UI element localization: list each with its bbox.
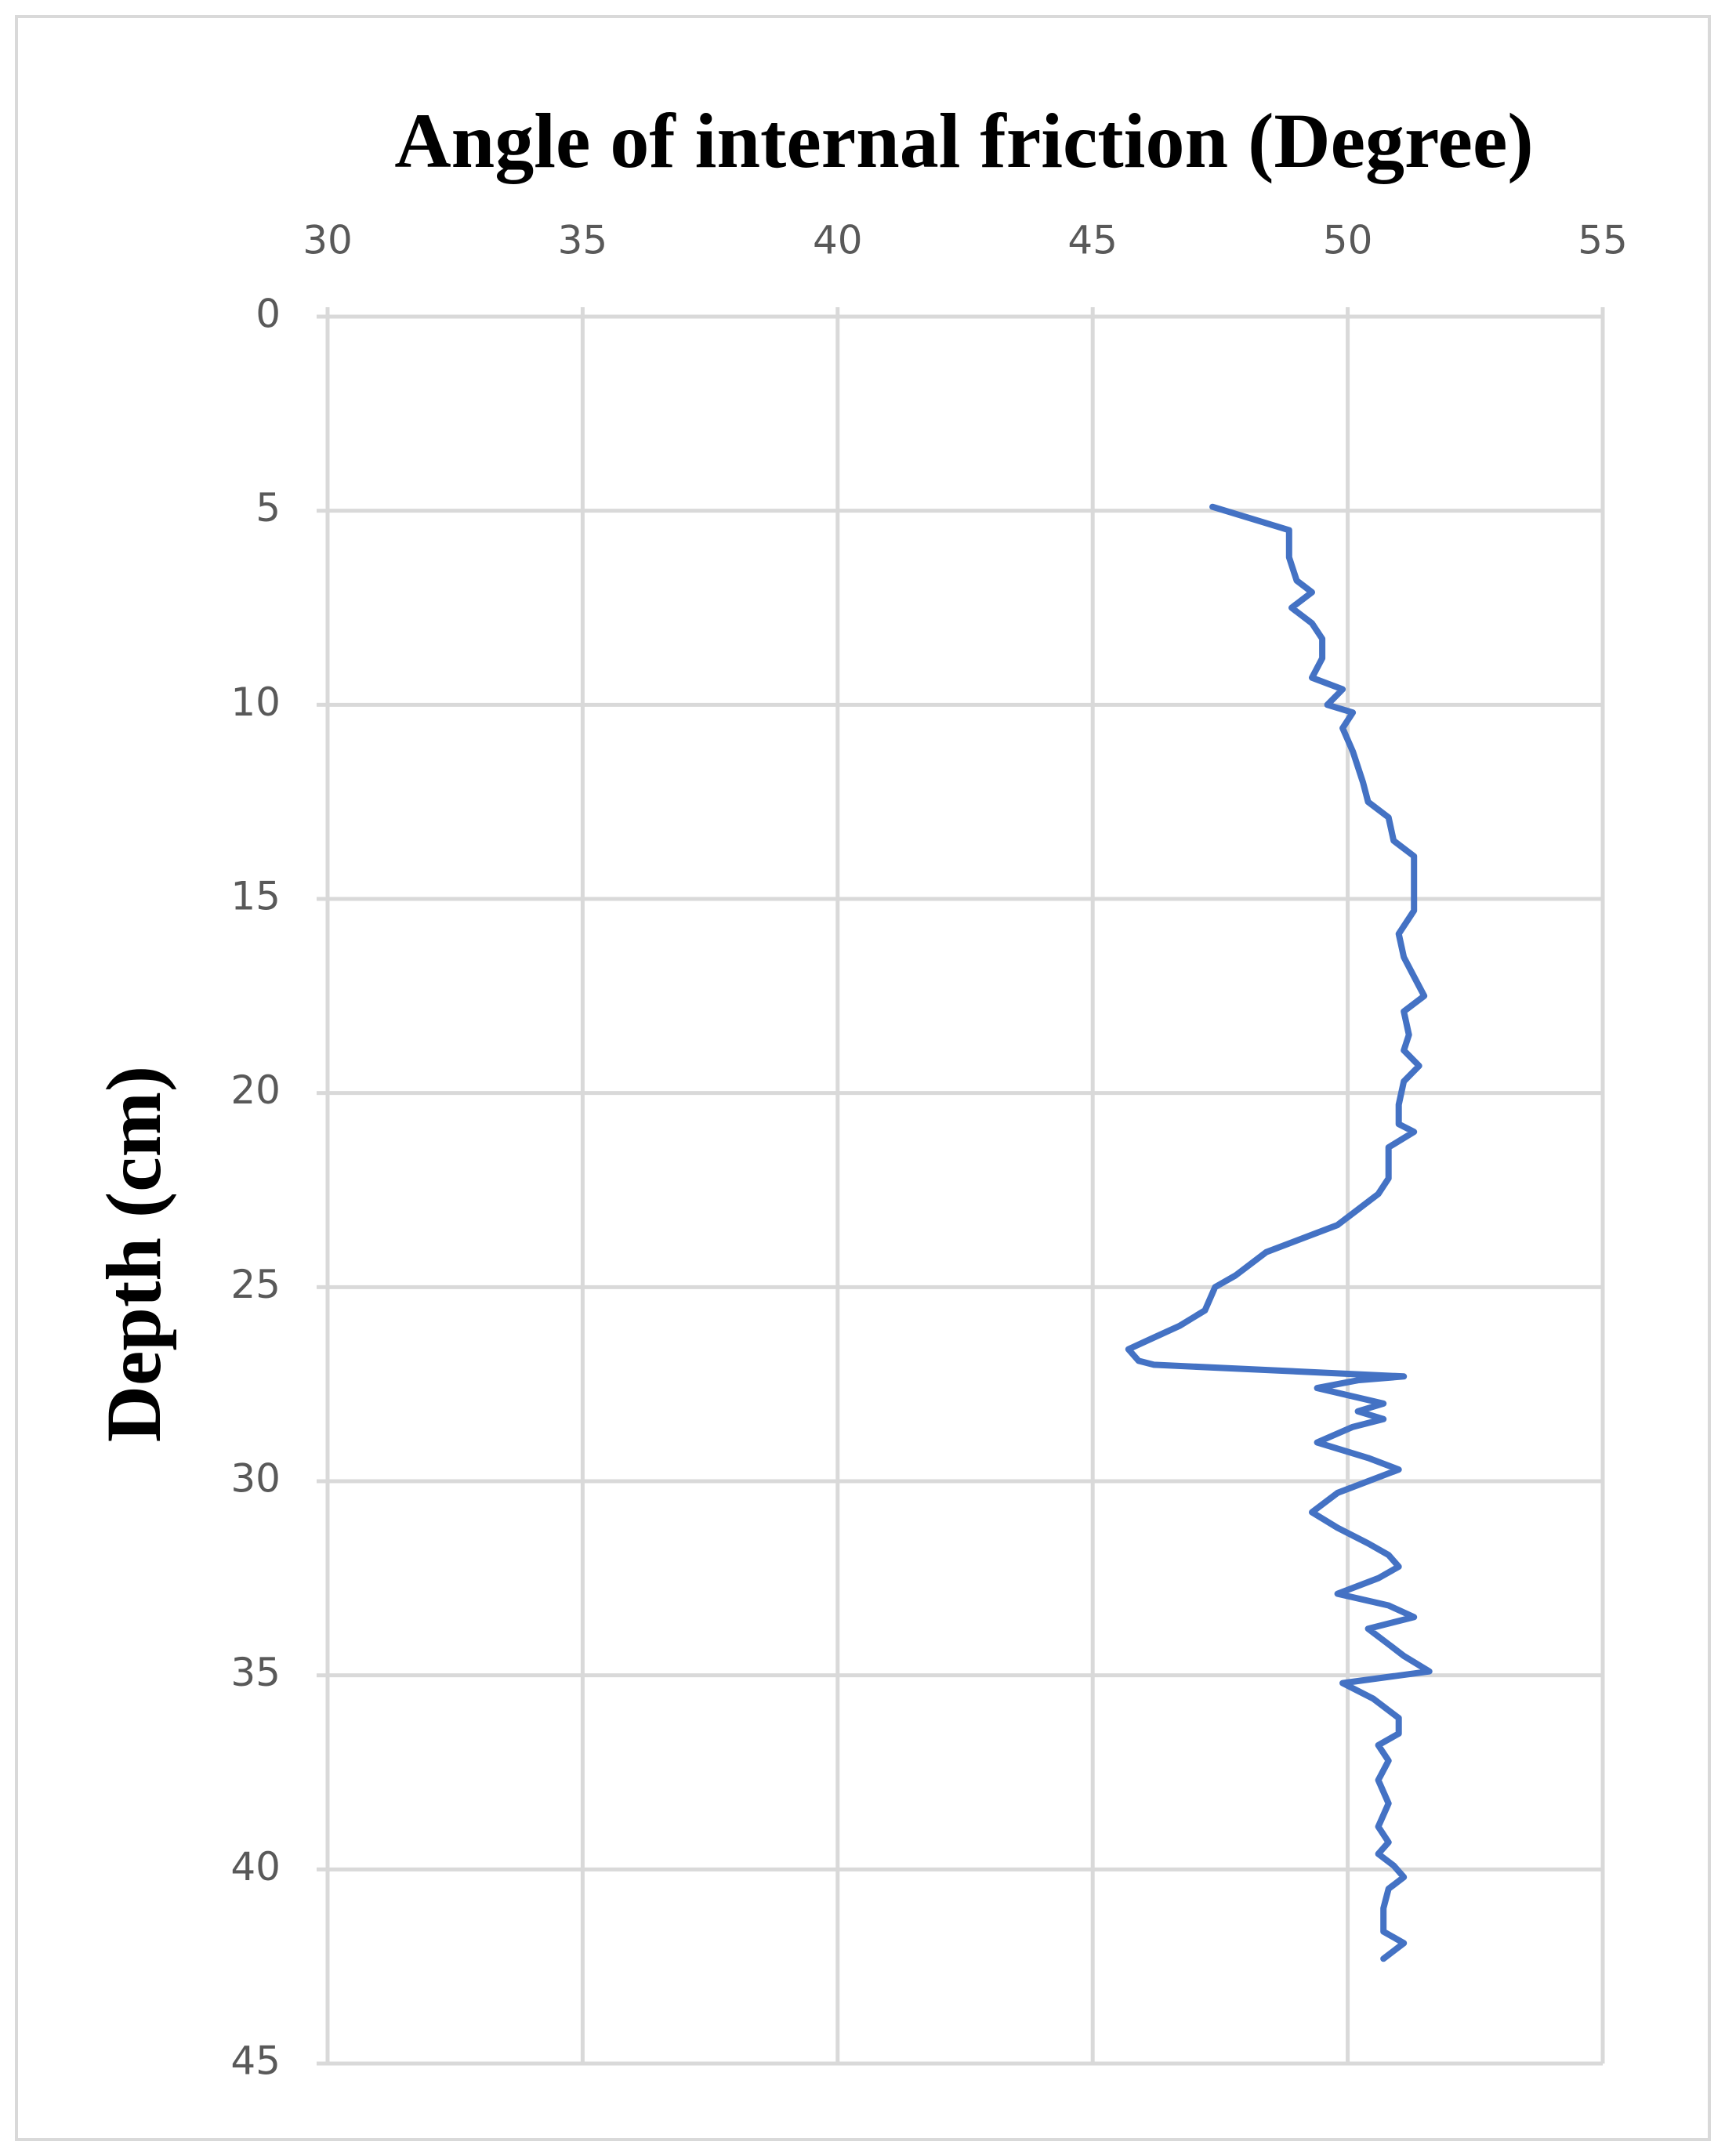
y-tick-label: 30 (230, 1456, 281, 1502)
y-tick-label: 20 (230, 1067, 281, 1113)
x-tick-label: 45 (1067, 218, 1118, 263)
y-tick-label: 40 (230, 1844, 281, 1890)
y-axis-title: Depth (cm) (90, 1066, 177, 1442)
x-tick-label: 35 (558, 218, 608, 263)
x-tick-label: 55 (1578, 218, 1628, 263)
x-tick-label: 40 (813, 218, 863, 263)
y-tick-label: 35 (230, 1650, 281, 1695)
x-tick-label: 30 (303, 218, 353, 263)
y-tick-label: 0 (255, 292, 281, 337)
chart-title: Angle of internal friction (Degree) (394, 97, 1533, 184)
y-tick-label: 10 (230, 679, 281, 725)
y-tick-label: 25 (230, 1262, 281, 1307)
y-tick-label: 45 (230, 2038, 281, 2084)
chart-border (15, 15, 1711, 2141)
data-line (1125, 503, 1433, 1962)
x-tick-label: 50 (1323, 218, 1373, 263)
y-tick-label: 15 (230, 874, 281, 919)
y-tick-label: 5 (255, 485, 281, 531)
